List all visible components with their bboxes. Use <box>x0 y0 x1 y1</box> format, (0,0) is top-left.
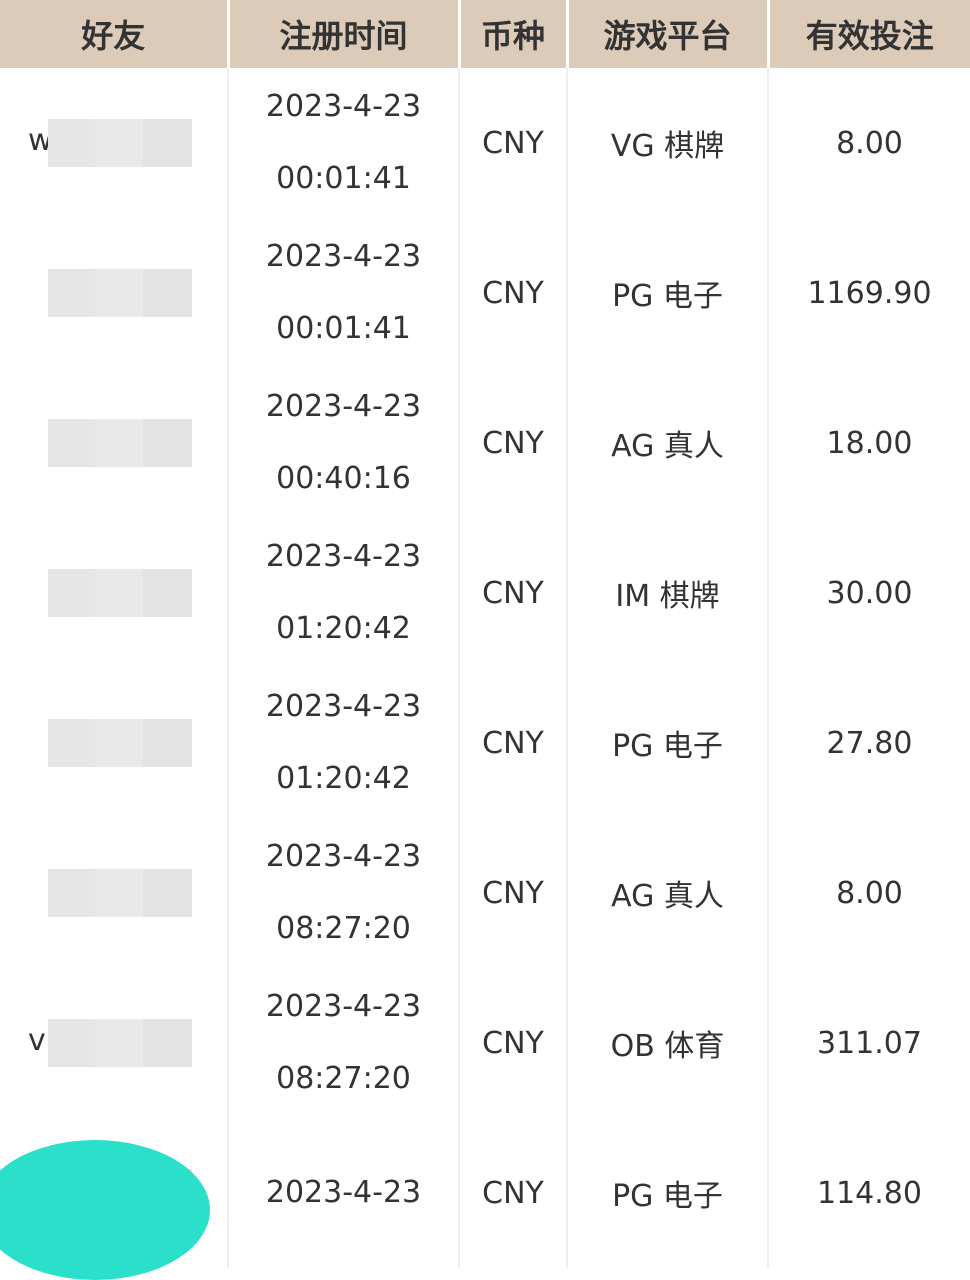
table-header: 好友 注册时间 币种 游戏平台 有效投注 <box>0 0 970 68</box>
valid-bet-cell: 1169.90 <box>807 275 932 311</box>
redaction-mosaic <box>48 1019 192 1067</box>
redaction-mosaic <box>48 119 192 167</box>
register-date: 2023-4-23 <box>265 89 422 124</box>
platform-cell: VG 棋牌 <box>567 68 769 218</box>
platform-cell: AG 真人 <box>567 818 769 968</box>
currency-cell: CNY <box>459 968 568 1118</box>
register-date: 2023-4-23 <box>265 539 422 574</box>
currency-cell: CNY <box>459 68 568 218</box>
register-time-cell: 2023-4-23 01:20:42 <box>228 668 460 818</box>
valid-bet-cell: 27.80 <box>826 725 913 761</box>
platform-cell: AG 真人 <box>567 368 769 518</box>
register-date: 2023-4-23 <box>265 239 422 274</box>
register-time-cell: 2023-4-23 <box>228 1118 460 1268</box>
platform-cell: OB 体育 <box>567 968 769 1118</box>
currency-cell: CNY <box>459 668 568 818</box>
register-time: 08:27:20 <box>276 1061 411 1096</box>
valid-bet-cell: 18.00 <box>826 425 913 461</box>
friend-cell: v <box>0 968 229 1118</box>
currency-cell: CNY <box>459 218 568 368</box>
platform-cell: PG 电子 <box>567 218 769 368</box>
redaction-mosaic <box>48 569 192 617</box>
valid-bet-cell: 311.07 <box>817 1025 922 1061</box>
table-row: wx1 2023-4-23 00:01:41 CNY VG 棋牌 8.00 <box>0 68 970 218</box>
valid-bet-cell: 8.00 <box>836 875 903 911</box>
table-row: 2023-4-23 08:27:20 CNY AG 真人 8.00 <box>0 818 970 968</box>
platform-cell: PG 电子 <box>567 668 769 818</box>
register-time-cell: 2023-4-23 00:01:41 <box>228 218 460 368</box>
redaction-mosaic <box>48 419 192 467</box>
register-time-cell: 2023-4-23 01:20:42 <box>228 518 460 668</box>
friend-name: v <box>28 1023 46 1058</box>
valid-bet-cell: 114.80 <box>817 1175 922 1211</box>
friend-cell <box>0 518 229 668</box>
friend-cell <box>0 668 229 818</box>
register-date: 2023-4-23 <box>265 839 422 874</box>
table-row: 2023-4-23 00:40:16 CNY AG 真人 18.00 <box>0 368 970 518</box>
currency-cell: CNY <box>459 818 568 968</box>
register-date: 2023-4-23 <box>265 989 422 1024</box>
table-row: 2023-4-23 01:20:42 CNY IM 棋牌 30.00 <box>0 518 970 668</box>
redaction-mosaic <box>48 269 192 317</box>
register-time: 01:20:42 <box>276 761 411 796</box>
valid-bet-cell: 30.00 <box>826 575 913 611</box>
register-time: 08:27:20 <box>276 911 411 946</box>
header-register-time: 注册时间 <box>228 0 461 68</box>
header-currency: 币种 <box>459 0 569 68</box>
friend-cell <box>0 368 229 518</box>
header-valid-bet: 有效投注 <box>768 0 970 68</box>
friend-cell: wx1 <box>0 68 229 218</box>
currency-cell: CNY <box>459 368 568 518</box>
table-row: v 2023-4-23 08:27:20 CNY OB 体育 311.07 <box>0 968 970 1118</box>
register-time-cell: 2023-4-23 00:40:16 <box>228 368 460 518</box>
redaction-mosaic <box>48 719 192 767</box>
friend-cell <box>0 818 229 968</box>
platform-cell: IM 棋牌 <box>567 518 769 668</box>
register-time-cell: 2023-4-23 08:27:20 <box>228 818 460 968</box>
redaction-mosaic <box>48 869 192 917</box>
register-time: 00:01:41 <box>276 161 411 196</box>
register-time-cell: 2023-4-23 08:27:20 <box>228 968 460 1118</box>
platform-cell: PG 电子 <box>567 1118 769 1268</box>
friend-cell <box>0 218 229 368</box>
table-row: 2023-4-23 01:20:42 CNY PG 电子 27.80 <box>0 668 970 818</box>
register-date: 2023-4-23 <box>265 389 422 424</box>
valid-bet-cell: 8.00 <box>836 125 903 161</box>
table-row: 2023-4-23 00:01:41 CNY PG 电子 1169.90 <box>0 218 970 368</box>
register-time: 01:20:42 <box>276 611 411 646</box>
header-friend: 好友 <box>0 0 230 68</box>
register-date: 2023-4-23 <box>265 689 422 724</box>
header-platform: 游戏平台 <box>567 0 770 68</box>
currency-cell: CNY <box>459 1118 568 1268</box>
register-time: 00:40:16 <box>276 461 411 496</box>
currency-cell: CNY <box>459 518 568 668</box>
register-time: 00:01:41 <box>276 311 411 346</box>
register-date: 2023-4-23 <box>265 1175 422 1210</box>
register-time-cell: 2023-4-23 00:01:41 <box>228 68 460 218</box>
